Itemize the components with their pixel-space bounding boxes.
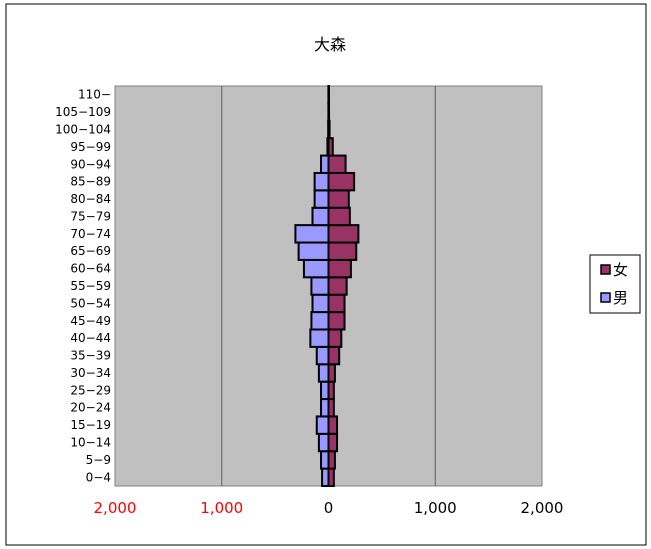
y-tick-label: 110−: [78, 88, 111, 102]
y-tick-label: 80−84: [70, 192, 111, 206]
x-tick-label: 2,000: [521, 499, 564, 517]
legend-border: [589, 254, 641, 314]
bar-male: [317, 363, 330, 383]
y-tick-label: 45−49: [70, 314, 111, 328]
bars: [294, 85, 360, 488]
bar-male: [309, 328, 330, 348]
bar-male: [326, 137, 330, 157]
x-tick-label: 1,000: [414, 499, 457, 517]
y-tick-label: 30−34: [70, 366, 111, 380]
bar-male: [313, 171, 330, 192]
bar-male: [313, 189, 330, 209]
legend-swatch: [600, 264, 611, 275]
bar-male: [297, 241, 330, 261]
bar-female: [327, 241, 358, 261]
bar-female: [327, 154, 347, 174]
legend-swatch: [600, 292, 611, 303]
legend: 女男: [589, 254, 641, 314]
x-tick-label: 0: [324, 499, 334, 517]
x-axis-tick-labels: 2,000 1,000 0 1,000 2,000: [94, 499, 564, 517]
y-tick-label: 85−89: [70, 175, 111, 189]
bar-female: [327, 432, 339, 453]
y-tick-label: 55−59: [70, 279, 111, 293]
y-tick-label: 75−79: [70, 209, 111, 223]
legend-label: 男: [613, 289, 628, 307]
y-tick-label: 35−39: [70, 349, 111, 363]
y-tick-label: 50−54: [70, 296, 111, 310]
bar-female: [327, 189, 350, 209]
bar-male: [327, 102, 330, 122]
bar-male: [317, 432, 330, 453]
y-tick-label: 5−9: [86, 453, 111, 467]
bar-female: [327, 206, 351, 227]
y-tick-label: 0−4: [86, 470, 111, 484]
y-tick-label: 95−99: [70, 140, 111, 154]
bar-male: [310, 311, 330, 331]
x-tick-label: 1,000: [200, 499, 243, 517]
y-axis-tick-labels: 0−4 5−9 10−14 15−19 20−24 25−29 30−34 35−39 40−4…: [55, 88, 111, 485]
bar-male: [315, 415, 330, 435]
y-tick-label: 60−64: [70, 262, 111, 276]
bar-male: [311, 293, 330, 314]
y-tick-label: 40−44: [70, 331, 111, 345]
bar-female: [327, 224, 360, 244]
bar-female: [327, 171, 356, 192]
bar-male: [321, 467, 330, 488]
bar-male: [294, 224, 330, 244]
bar-male: [315, 345, 330, 366]
y-tick-label: 90−94: [70, 157, 111, 171]
chart-title: 大森: [314, 35, 346, 54]
bar-male: [320, 154, 330, 174]
bar-male: [311, 206, 330, 227]
bar-female: [327, 258, 352, 279]
y-tick-label: 15−19: [70, 418, 111, 432]
bar-female: [327, 415, 339, 435]
y-tick-label: 10−14: [70, 436, 111, 450]
bar-female: [327, 328, 343, 348]
legend-label: 女: [613, 261, 628, 279]
y-tick-label: 100−104: [55, 122, 111, 136]
y-tick-label: 65−69: [70, 244, 111, 258]
bar-male: [302, 258, 330, 279]
bar-male: [310, 276, 330, 296]
bar-male: [327, 119, 330, 140]
bar-male: [327, 85, 330, 105]
bar-female: [327, 345, 341, 366]
y-tick-label: 70−74: [70, 227, 111, 241]
bar-male: [320, 398, 330, 418]
bar-female: [327, 293, 346, 314]
y-tick-label: 105−109: [55, 105, 111, 119]
y-tick-label: 20−24: [70, 401, 111, 415]
bar-female: [327, 311, 346, 331]
bar-female: [327, 276, 348, 296]
bar-male: [320, 380, 330, 401]
x-tick-label: 2,000: [94, 499, 137, 517]
y-tick-label: 25−29: [70, 383, 111, 397]
bar-male: [320, 450, 330, 470]
